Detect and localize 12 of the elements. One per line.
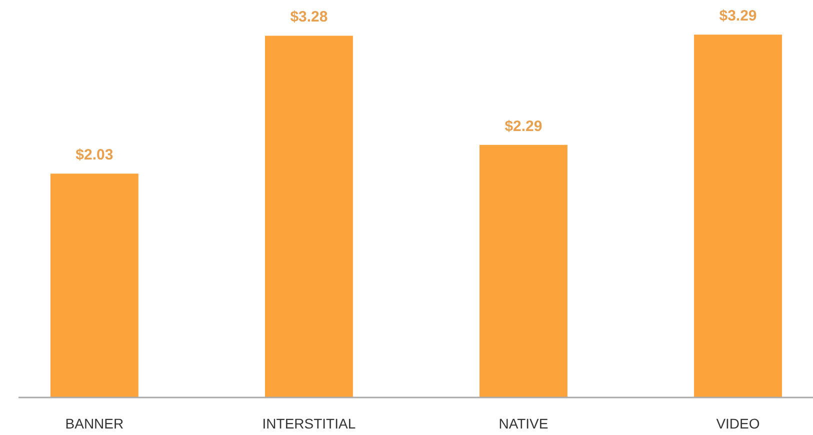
bar: [694, 34, 782, 398]
x-tick-label: NATIVE: [498, 416, 548, 432]
bar: [479, 144, 568, 398]
x-tick-label: VIDEO: [716, 416, 760, 432]
x-tick-label: INTERSTITIAL: [262, 416, 356, 432]
data-label: $2.03: [76, 146, 114, 164]
bar: [264, 36, 353, 398]
data-label: $2.29: [504, 118, 542, 135]
x-tick-label: BANNER: [65, 416, 124, 432]
bar: [50, 174, 138, 398]
data-label: $3.28: [290, 8, 328, 26]
data-label: $3.29: [719, 8, 757, 25]
